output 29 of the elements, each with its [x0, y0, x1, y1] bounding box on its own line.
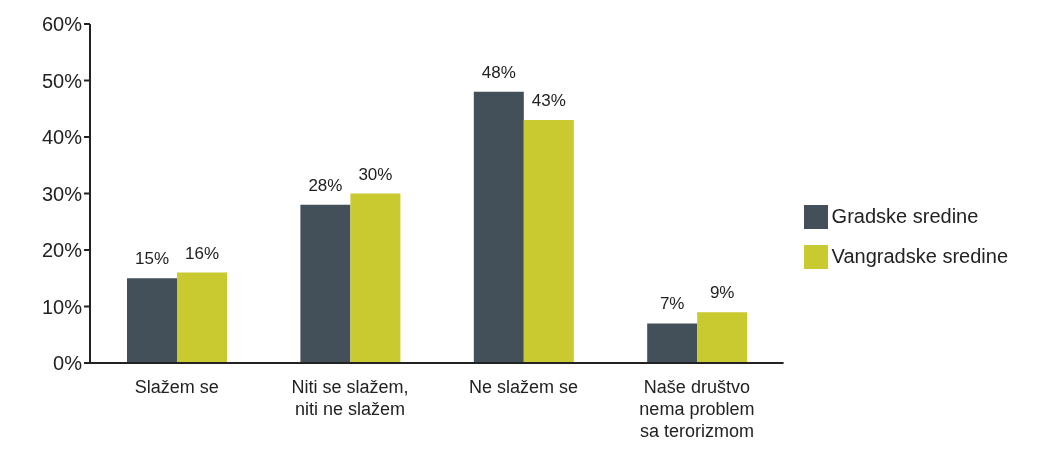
y-tick-label: 0%: [53, 352, 83, 375]
y-tick-label: 10%: [41, 295, 83, 318]
y-tick-label: 40%: [41, 126, 83, 149]
y-tick-label: 60%: [41, 13, 83, 36]
bar: [697, 312, 748, 363]
bar: [647, 323, 698, 363]
data-label: 16%: [184, 243, 220, 263]
data-label: 7%: [659, 294, 685, 314]
y-tick-label: 20%: [41, 239, 83, 262]
bar: [473, 91, 524, 363]
x-tick-label: Niti se slažem, niti ne slažem: [291, 377, 409, 419]
y-tick-label: 50%: [41, 69, 83, 92]
bar: [350, 193, 401, 363]
data-label: 28%: [308, 175, 343, 195]
data-label: 30%: [358, 164, 393, 184]
x-tick-label: Ne slažem se: [468, 377, 579, 397]
legend-label: Vangradske sredine: [831, 244, 1008, 267]
x-tick-label: Slažem se: [134, 377, 219, 397]
data-label: 9%: [709, 283, 735, 303]
bar: [300, 204, 351, 363]
bar: [177, 272, 227, 363]
y-tick-label: 30%: [41, 182, 83, 205]
bar: [523, 120, 574, 363]
data-label: 43%: [531, 91, 566, 111]
x-tick-label: Naše društvo nema problem sa terorizmom: [639, 377, 755, 441]
data-label: 15%: [134, 249, 170, 269]
legend-label: Gradske sredine: [831, 204, 979, 227]
bar: [127, 278, 177, 363]
data-label: 48%: [481, 62, 516, 82]
